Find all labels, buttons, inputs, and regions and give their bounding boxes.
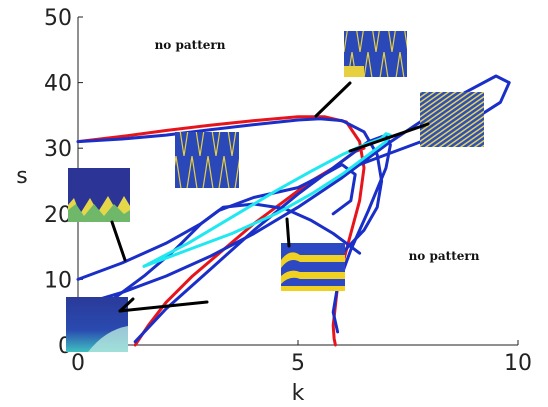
y-tick-label: 40 [44,72,72,97]
inset-zigzag-top [344,31,407,77]
x-tick-label: 5 [291,351,305,376]
inset-diagonal-stripes [420,92,484,147]
annotation-no-pattern-right: no pattern [409,249,480,263]
annotation-no-pattern-top: no pattern [155,38,226,52]
x-axis-label: k [292,381,305,406]
x-tick-label: 0 [71,351,85,376]
y-tick-label: 20 [44,203,72,228]
inset-gradient [66,297,128,352]
x-tick-label: 10 [504,351,532,376]
y-tick-label: 30 [44,137,72,162]
y-tick-label: 10 [44,268,72,293]
series-line-6 [76,202,362,314]
inset-zigzag-center [175,132,239,188]
pointer-lines [110,81,430,313]
y-axis-label: s [16,164,27,189]
inset-spikes [68,168,130,222]
inset-horizontal-bands [281,243,345,291]
y-tick-label: 50 [44,6,72,31]
